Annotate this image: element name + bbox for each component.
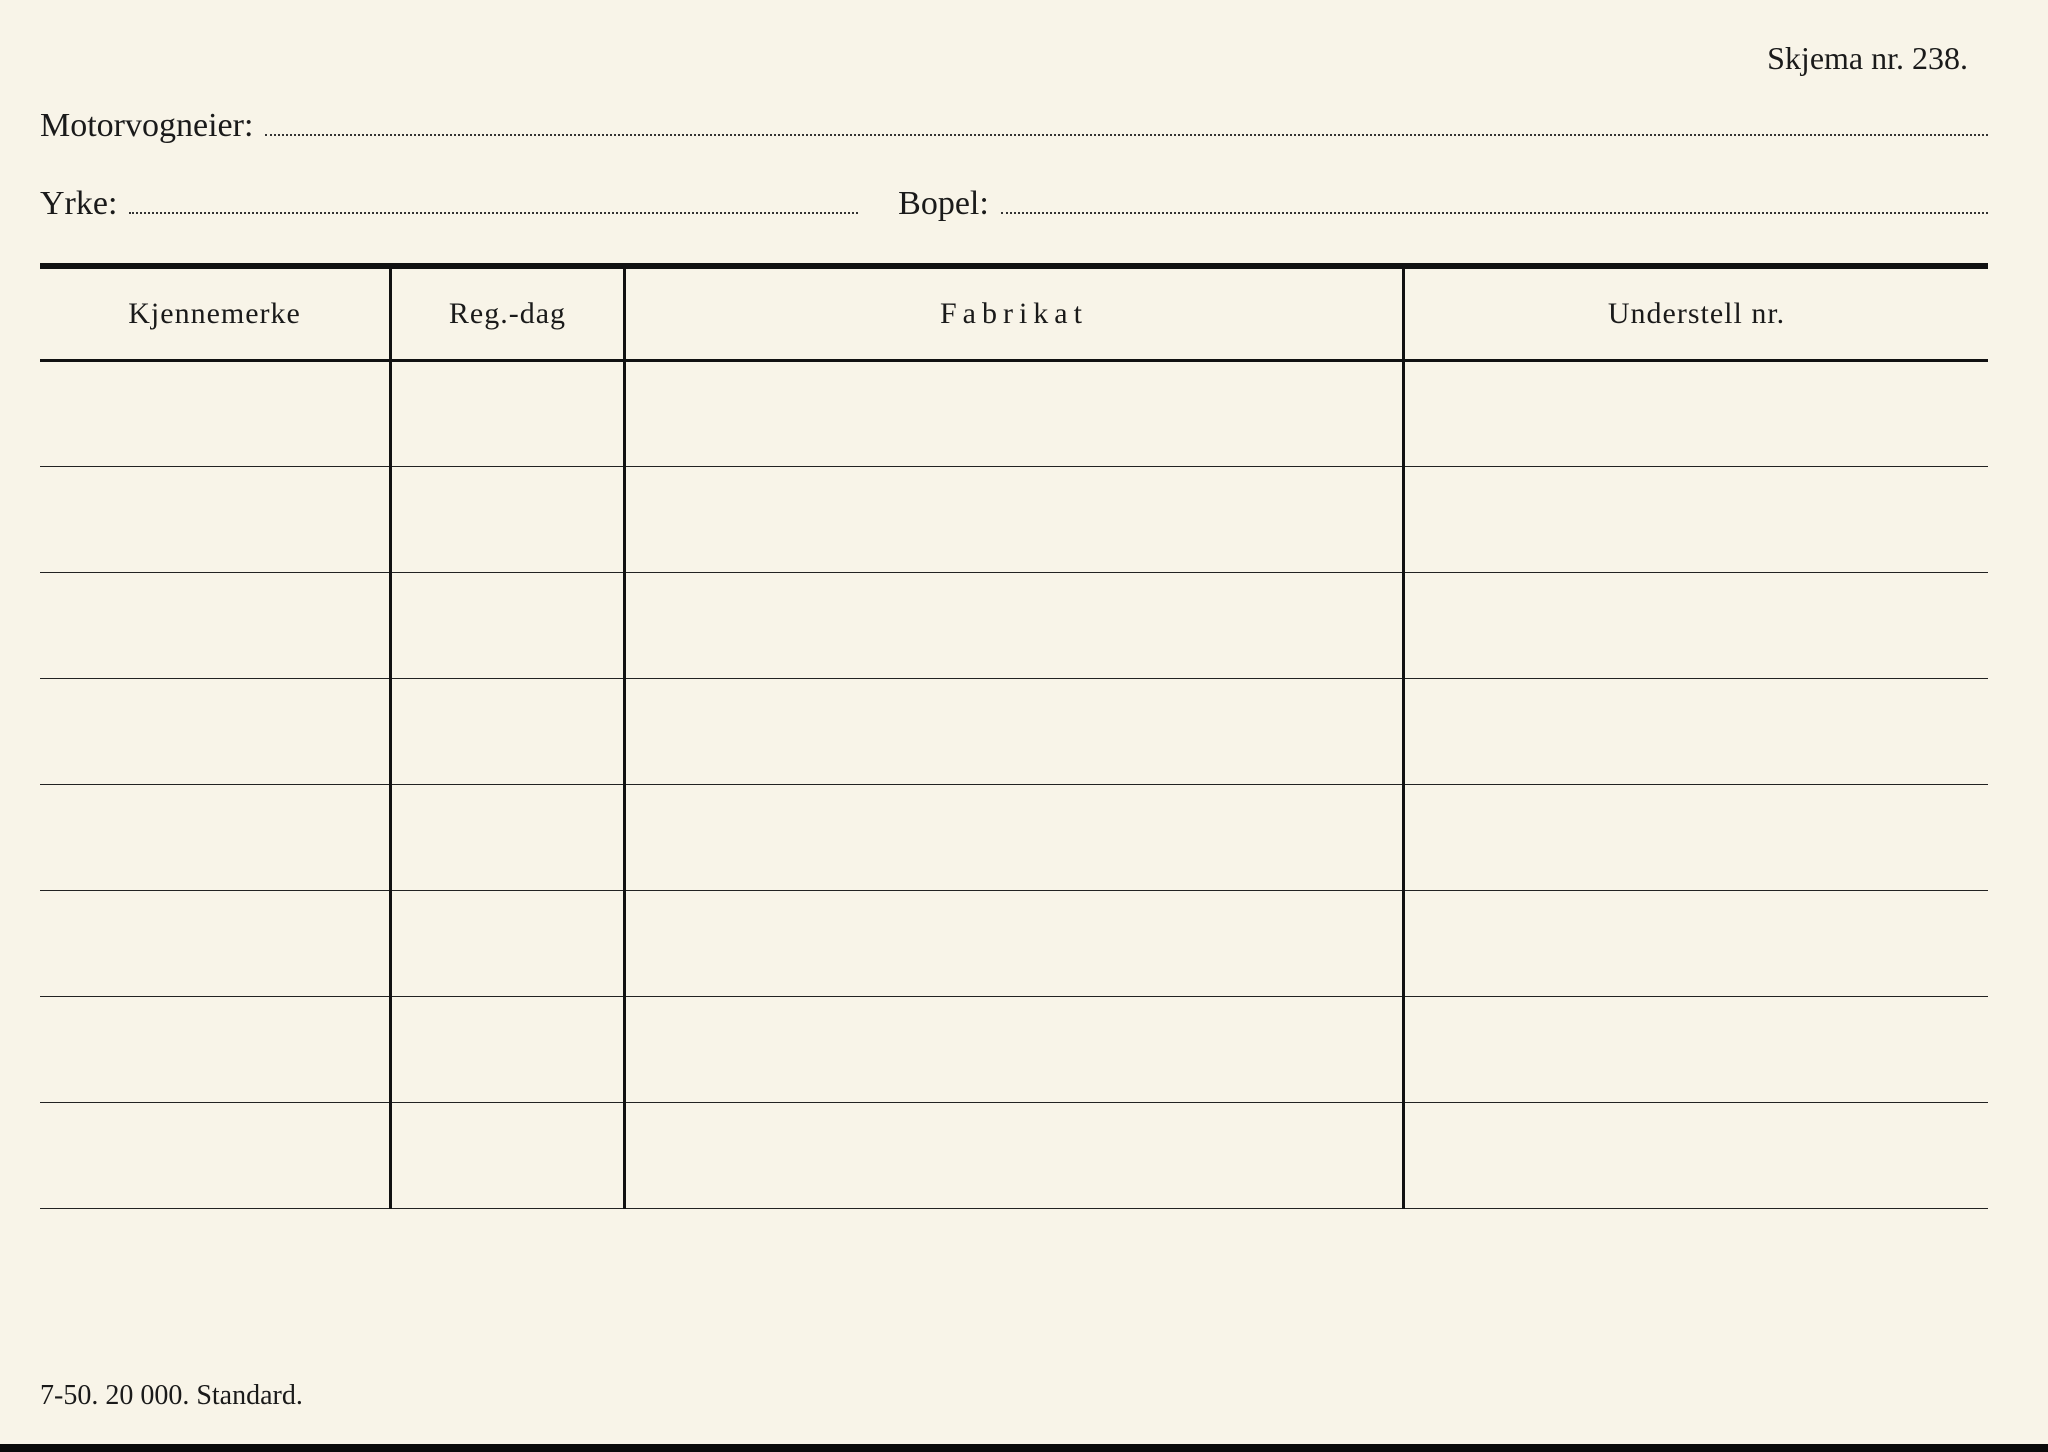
cell-understell[interactable] (1404, 785, 1988, 891)
cell-fabrikat[interactable] (624, 573, 1403, 679)
cell-regdag[interactable] (391, 785, 625, 891)
page-bottom-edge (0, 1444, 2048, 1452)
cell-understell[interactable] (1404, 679, 1988, 785)
cell-regdag[interactable] (391, 361, 625, 467)
table-row (40, 997, 1988, 1103)
cell-regdag[interactable] (391, 467, 625, 573)
occupation-residence-row: Yrke: Bopel: (40, 185, 1988, 223)
owner-input-line[interactable] (265, 108, 1988, 136)
cell-fabrikat[interactable] (624, 467, 1403, 573)
cell-kjennemerke[interactable] (40, 891, 391, 997)
table-row (40, 467, 1988, 573)
vehicle-table-wrap: Kjennemerke Reg.-dag Fabrikat Understell… (40, 263, 1988, 1209)
print-footer-note: 7-50. 20 000. Standard. (40, 1380, 303, 1412)
table-row (40, 891, 1988, 997)
cell-understell[interactable] (1404, 1103, 1988, 1209)
cell-regdag[interactable] (391, 573, 625, 679)
occupation-input-line[interactable] (129, 186, 858, 214)
cell-understell[interactable] (1404, 467, 1988, 573)
col-header-kjennemerke: Kjennemerke (40, 269, 391, 361)
table-body (40, 361, 1988, 1209)
cell-fabrikat[interactable] (624, 1103, 1403, 1209)
cell-kjennemerke[interactable] (40, 1103, 391, 1209)
cell-regdag[interactable] (391, 997, 625, 1103)
table-header-row: Kjennemerke Reg.-dag Fabrikat Understell… (40, 269, 1988, 361)
cell-understell[interactable] (1404, 361, 1988, 467)
residence-input-line[interactable] (1001, 186, 1988, 214)
cell-fabrikat[interactable] (624, 997, 1403, 1103)
cell-kjennemerke[interactable] (40, 467, 391, 573)
occupation-label: Yrke: (40, 185, 117, 223)
cell-kjennemerke[interactable] (40, 997, 391, 1103)
cell-understell[interactable] (1404, 573, 1988, 679)
cell-kjennemerke[interactable] (40, 573, 391, 679)
table-row (40, 361, 1988, 467)
residence-label: Bopel: (898, 185, 989, 223)
cell-understell[interactable] (1404, 997, 1988, 1103)
schema-number: Skjema nr. 238. (40, 40, 1988, 77)
table-row (40, 573, 1988, 679)
cell-fabrikat[interactable] (624, 891, 1403, 997)
table-row (40, 679, 1988, 785)
table-row (40, 1103, 1988, 1209)
cell-kjennemerke[interactable] (40, 361, 391, 467)
col-header-understell: Understell nr. (1404, 269, 1988, 361)
col-header-fabrikat: Fabrikat (624, 269, 1403, 361)
table-row (40, 785, 1988, 891)
owner-label: Motorvogneier: (40, 107, 253, 145)
col-header-regdag: Reg.-dag (391, 269, 625, 361)
cell-fabrikat[interactable] (624, 785, 1403, 891)
cell-regdag[interactable] (391, 1103, 625, 1209)
cell-understell[interactable] (1404, 891, 1988, 997)
vehicle-table: Kjennemerke Reg.-dag Fabrikat Understell… (40, 269, 1988, 1209)
cell-kjennemerke[interactable] (40, 679, 391, 785)
cell-regdag[interactable] (391, 679, 625, 785)
cell-fabrikat[interactable] (624, 361, 1403, 467)
cell-regdag[interactable] (391, 891, 625, 997)
cell-fabrikat[interactable] (624, 679, 1403, 785)
owner-row: Motorvogneier: (40, 107, 1988, 145)
cell-kjennemerke[interactable] (40, 785, 391, 891)
